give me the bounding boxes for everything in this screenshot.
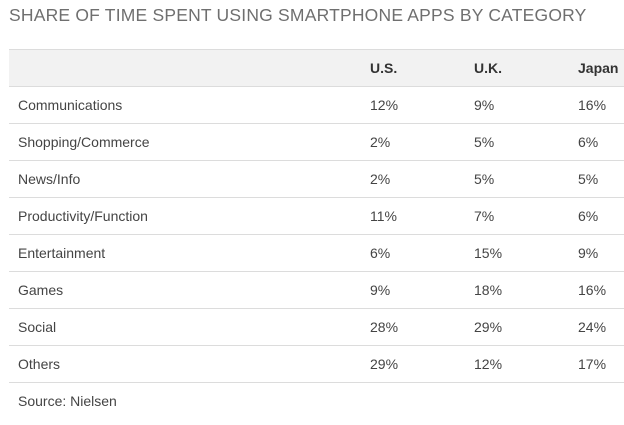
- cell-uk: 12%: [465, 345, 569, 383]
- table-row: Games 9% 18% 16%: [9, 271, 624, 309]
- table-header-row: U.S. U.K. Japan: [9, 49, 624, 87]
- cell-us: 9%: [361, 271, 465, 309]
- cell-us: 12%: [361, 86, 465, 124]
- table-row: Productivity/Function 11% 7% 6%: [9, 197, 624, 235]
- source-note: Source: Nielsen: [18, 393, 117, 409]
- cell-japan: 6%: [569, 123, 624, 161]
- row-label: Others: [9, 345, 361, 383]
- table-row: Entertainment 6% 15% 9%: [9, 234, 624, 272]
- data-table: U.S. U.K. Japan Communications 12% 9% 16…: [9, 49, 624, 383]
- cell-uk: 9%: [465, 86, 569, 124]
- header-japan: Japan: [569, 49, 624, 87]
- cell-us: 6%: [361, 234, 465, 272]
- header-us: U.S.: [361, 49, 465, 87]
- cell-japan: 24%: [569, 308, 624, 346]
- row-label: Entertainment: [9, 234, 361, 272]
- cell-japan: 17%: [569, 345, 624, 383]
- table-row: Others 29% 12% 17%: [9, 345, 624, 383]
- cell-uk: 5%: [465, 123, 569, 161]
- cell-us: 2%: [361, 160, 465, 198]
- cell-japan: 16%: [569, 271, 624, 309]
- cell-uk: 15%: [465, 234, 569, 272]
- row-label: Social: [9, 308, 361, 346]
- chart-title: SHARE OF TIME SPENT USING SMARTPHONE APP…: [9, 5, 587, 25]
- row-label: Productivity/Function: [9, 197, 361, 235]
- table-row: News/Info 2% 5% 5%: [9, 160, 624, 198]
- row-label: News/Info: [9, 160, 361, 198]
- row-label: Communications: [9, 86, 361, 124]
- cell-us: 28%: [361, 308, 465, 346]
- row-label: Games: [9, 271, 361, 309]
- cell-uk: 18%: [465, 271, 569, 309]
- table-row: Shopping/Commerce 2% 5% 6%: [9, 123, 624, 161]
- cell-japan: 16%: [569, 86, 624, 124]
- cell-uk: 7%: [465, 197, 569, 235]
- row-label: Shopping/Commerce: [9, 123, 361, 161]
- cell-japan: 9%: [569, 234, 624, 272]
- cell-us: 2%: [361, 123, 465, 161]
- cell-japan: 6%: [569, 197, 624, 235]
- header-category: [9, 49, 361, 87]
- cell-japan: 5%: [569, 160, 624, 198]
- cell-uk: 5%: [465, 160, 569, 198]
- cell-us: 11%: [361, 197, 465, 235]
- cell-us: 29%: [361, 345, 465, 383]
- cell-uk: 29%: [465, 308, 569, 346]
- table-row: Communications 12% 9% 16%: [9, 86, 624, 124]
- header-uk: U.K.: [465, 49, 569, 87]
- table-row: Social 28% 29% 24%: [9, 308, 624, 346]
